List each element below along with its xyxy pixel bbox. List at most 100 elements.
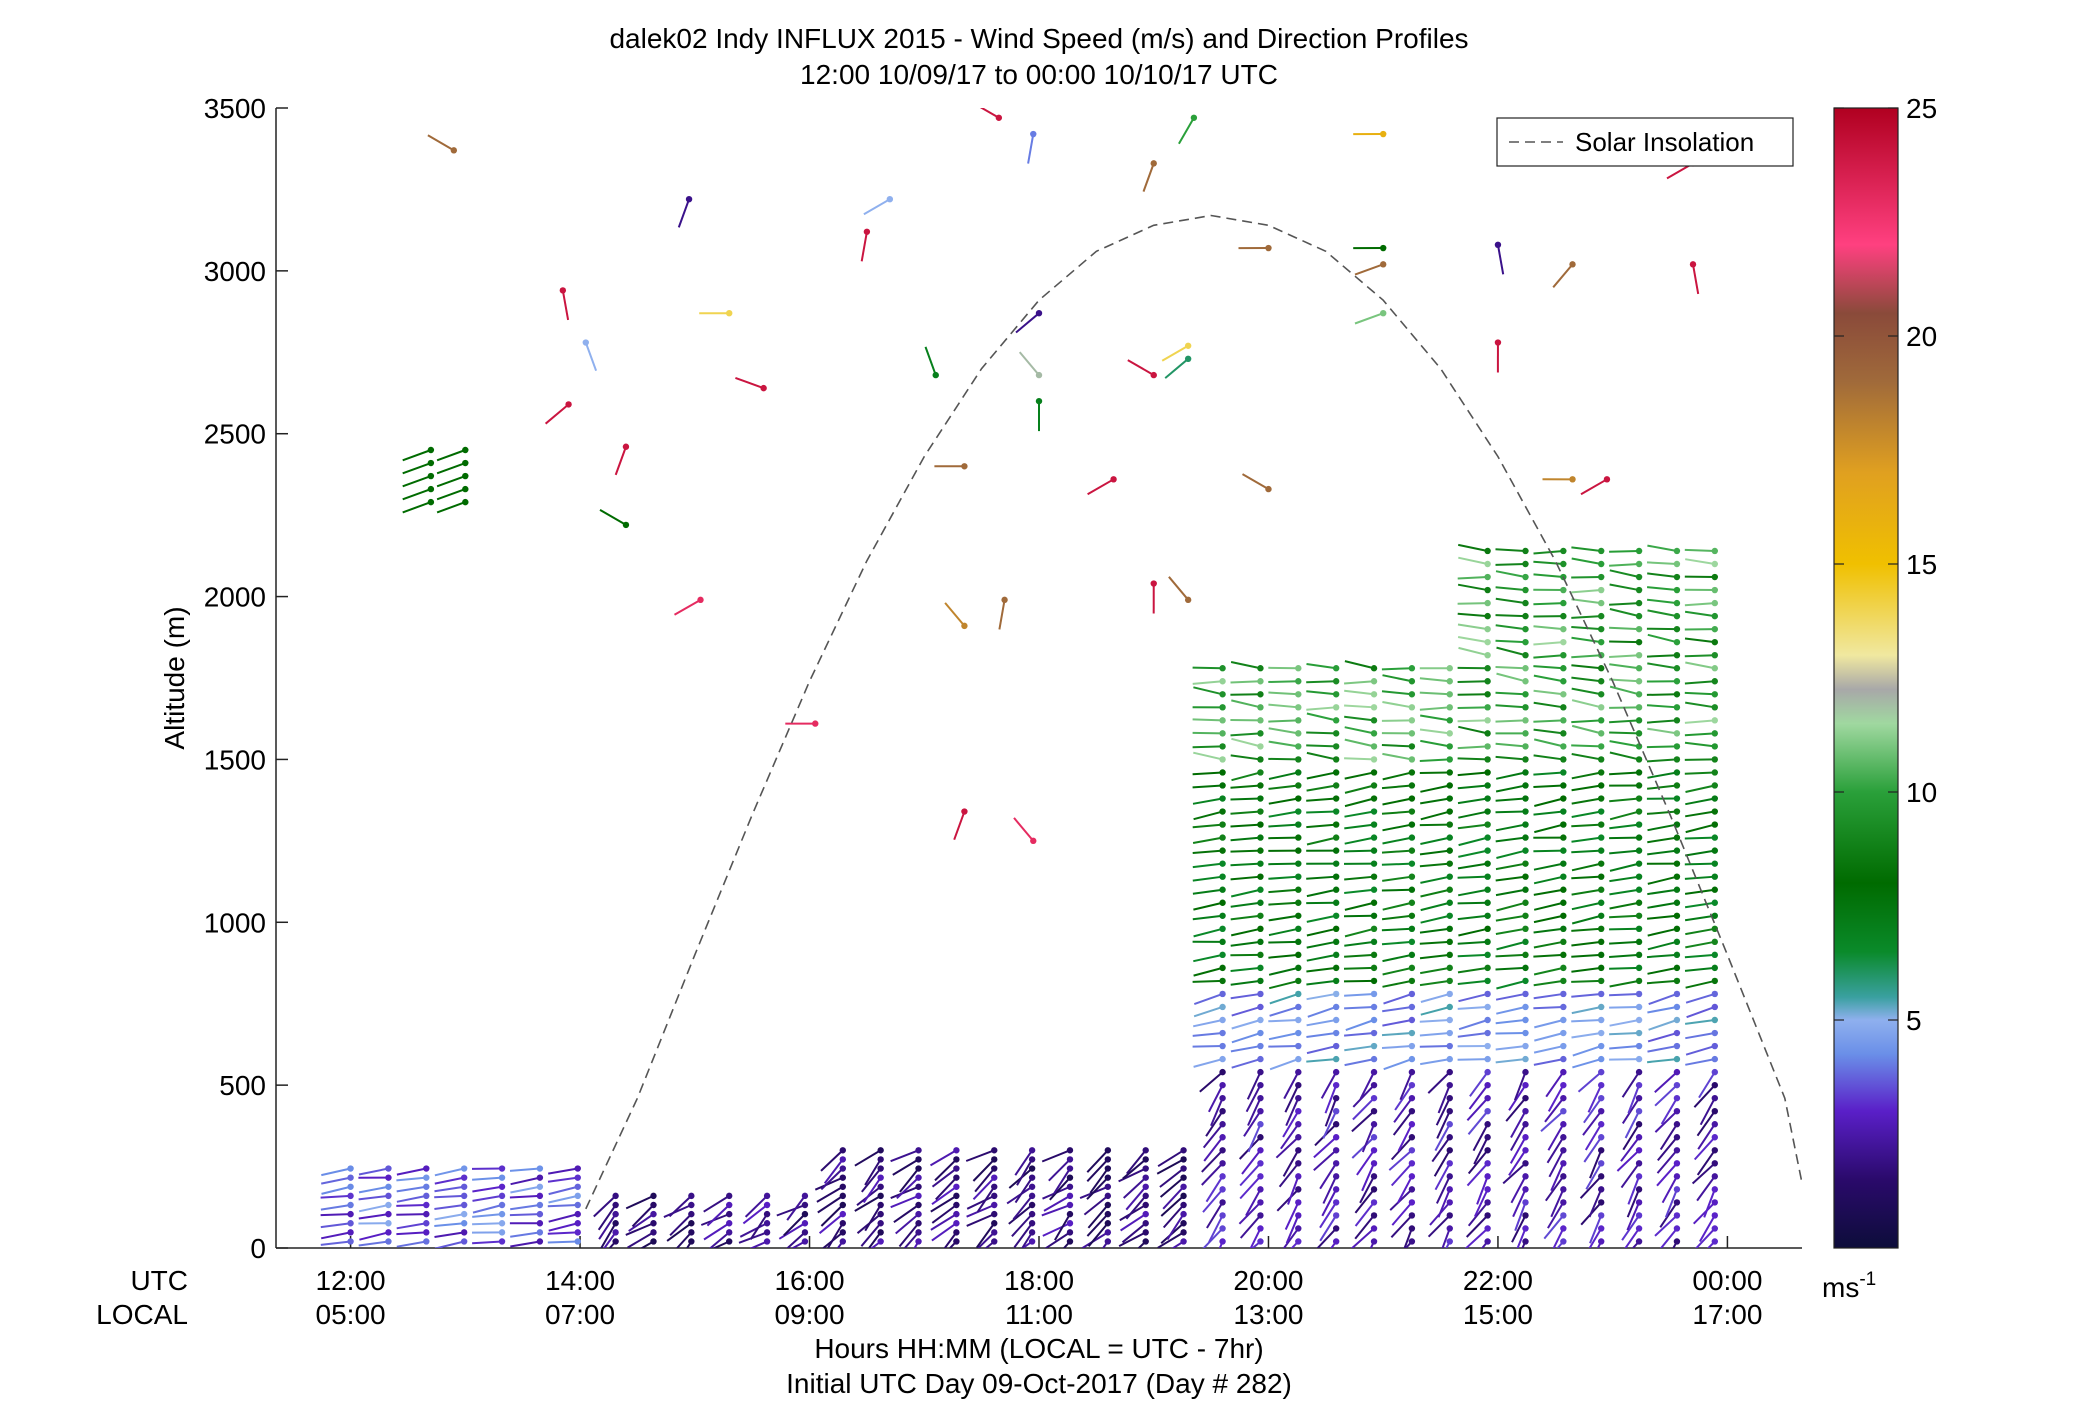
wind-barb-line <box>1685 849 1715 857</box>
wind-barb-line <box>1496 979 1526 990</box>
wind-barb-point <box>1257 730 1264 737</box>
wind-barb-point <box>1673 1238 1681 1245</box>
colorbar-tick-label: 20 <box>1906 321 1937 352</box>
colorbar-tick-label: 10 <box>1906 777 1937 808</box>
wind-barb-line <box>1684 836 1715 840</box>
wind-barb-line <box>1268 1032 1299 1041</box>
wind-barb-point <box>1484 782 1491 789</box>
wind-barb-line <box>320 1240 351 1246</box>
wind-barb-point <box>347 1165 354 1172</box>
wind-barb-line <box>1571 953 1602 958</box>
wind-barb-point <box>1295 717 1302 724</box>
wind-barb-point <box>1257 1134 1264 1141</box>
wind-barb-point <box>1484 964 1491 972</box>
wind-barb-line <box>1540 1110 1565 1132</box>
wind-barb-point <box>1370 873 1378 880</box>
wind-barb-line <box>1571 979 1602 983</box>
wind-barb-point <box>763 1229 771 1236</box>
wind-barb-point <box>1257 1003 1264 1011</box>
wind-barb-line <box>625 1222 654 1236</box>
wind-barb-point <box>1370 847 1378 854</box>
wind-barb-line <box>1657 1136 1678 1162</box>
wind-barb-line <box>1359 1071 1375 1100</box>
wind-barb-point <box>839 1220 846 1227</box>
solar-insolation-curve <box>585 214 1802 1210</box>
wind-barb-point <box>1380 244 1387 252</box>
wind-barb-point <box>1028 1220 1036 1227</box>
wind-barb-line <box>1014 1177 1033 1204</box>
wind-barb-point <box>1408 912 1416 919</box>
wind-barb-line <box>1344 901 1375 911</box>
wind-barb-point <box>1560 1042 1567 1050</box>
wind-barb-point <box>1560 1029 1567 1037</box>
wind-barb-line <box>1420 714 1450 722</box>
wind-barb-point <box>1673 1094 1681 1102</box>
wind-barb-point <box>1560 1160 1567 1167</box>
wind-barb-point <box>1522 834 1529 841</box>
wind-barb-line <box>1162 1186 1185 1210</box>
wind-barb-line <box>1434 1162 1451 1191</box>
wind-barb-line <box>1457 940 1488 945</box>
wind-barb-line <box>1118 1231 1147 1247</box>
wind-barb-line <box>1306 940 1337 949</box>
wind-barb-point <box>1484 1134 1491 1141</box>
wind-barb-point <box>1711 652 1719 659</box>
wind-barb-point <box>536 1192 544 1200</box>
wind-barb-line <box>1648 993 1678 1006</box>
wind-barb-line <box>1609 836 1640 840</box>
wind-barb-point <box>460 1174 468 1181</box>
wind-barb-point <box>1408 1081 1416 1089</box>
wind-barb-line <box>1467 1149 1489 1175</box>
wind-barb-point <box>1028 1229 1036 1236</box>
wind-barb-line <box>1393 1097 1413 1123</box>
wind-barb-line <box>817 1195 844 1214</box>
wind-barb-line <box>1457 623 1488 631</box>
wind-barb-line <box>1495 563 1526 566</box>
wind-barb-line <box>1230 732 1261 737</box>
wind-barb-point <box>1711 938 1719 946</box>
wind-barb-point <box>1028 1192 1036 1200</box>
wind-barb-point <box>1332 1068 1340 1076</box>
wind-barb-point <box>863 228 871 235</box>
wind-barb-line <box>898 1222 920 1248</box>
wind-barb-point <box>1257 899 1264 906</box>
wind-barb-point <box>650 1238 657 1245</box>
wind-barb-point <box>1295 665 1302 672</box>
wind-barb-line <box>976 1186 996 1213</box>
wind-barb-line <box>1609 1058 1640 1061</box>
wind-barb-point <box>427 446 435 454</box>
wind-barb-line <box>1192 745 1223 749</box>
wind-barb-line <box>1193 927 1223 938</box>
wind-barb-point <box>801 1220 809 1227</box>
wind-barb-point <box>1711 573 1719 581</box>
wind-barb-line <box>472 1240 503 1245</box>
wind-barb-point <box>385 1229 392 1236</box>
wind-barb-line <box>1495 823 1526 832</box>
wind-barb-point <box>1370 704 1378 711</box>
wind-barb-line <box>1685 927 1715 936</box>
wind-barb-line <box>1382 901 1413 911</box>
wind-barb-line <box>1021 1231 1033 1248</box>
wind-barb-line <box>1571 557 1602 565</box>
wind-barb-line <box>1192 836 1223 844</box>
wind-barb-line <box>1571 992 1602 998</box>
wind-barb-point <box>1257 1147 1264 1154</box>
wind-barb-point <box>1673 964 1681 972</box>
wind-barb-line <box>935 1176 958 1201</box>
wind-barb-line <box>1496 940 1526 951</box>
wind-barb-point <box>1257 769 1264 776</box>
wind-barb-line <box>1361 1162 1375 1192</box>
wind-barb-point <box>1295 1199 1302 1206</box>
wind-barb-line <box>320 1194 351 1199</box>
wind-barb-line <box>930 1213 957 1231</box>
wind-barb-line <box>864 1204 882 1232</box>
wind-barb-point <box>1569 476 1576 483</box>
wind-barb-line <box>1313 1136 1337 1159</box>
wind-barb-point <box>1560 743 1567 750</box>
wind-barb-point <box>1598 717 1605 724</box>
wind-barb-line <box>1496 646 1526 657</box>
wind-barb-line <box>1193 966 1223 977</box>
chart-subtitle: 12:00 10/09/17 to 00:00 10/10/17 UTC <box>800 59 1278 90</box>
wind-barb-line <box>1123 1176 1147 1199</box>
y-tick-label: 3500 <box>204 93 266 124</box>
